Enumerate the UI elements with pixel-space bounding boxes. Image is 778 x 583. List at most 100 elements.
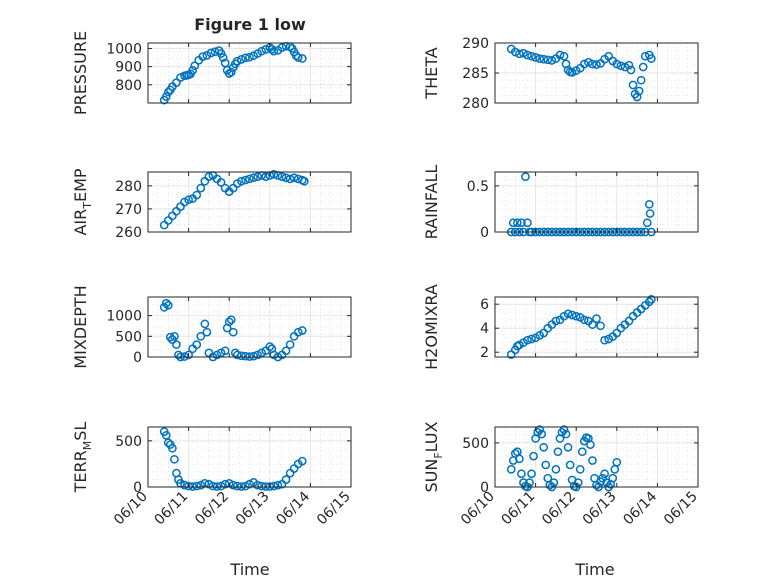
data-point: [224, 69, 234, 78]
data-point: [299, 176, 309, 186]
data-point: [527, 51, 536, 61]
x-tick-label: 06/15: [661, 489, 701, 529]
data-point: [265, 342, 275, 352]
data-point: [184, 481, 193, 491]
subplot-3: 260 270 280 AIRTEMP: [71, 168, 352, 241]
data-point: [237, 176, 246, 186]
y-tick-label: 2: [480, 345, 489, 361]
y-axis-label: MIXDEPTH: [71, 285, 90, 368]
y-tick-label: 1000: [106, 41, 142, 57]
data-point: [161, 92, 171, 101]
data-point: [249, 351, 258, 361]
data-point: [521, 172, 530, 181]
data-point: [293, 327, 303, 337]
x-tick-label: 06/15: [314, 489, 354, 529]
data-point: [529, 451, 538, 461]
data-point: [241, 481, 250, 491]
data-point: [567, 68, 577, 77]
subplot-8: 0 500 06/10 06/11 06/12 06/13 06/14 06/15 SUNFLU…: [422, 421, 701, 528]
subplot-5: 0 500 1000 MIXDEPTH: [71, 285, 352, 369]
data-point: [281, 173, 291, 183]
data-point: [253, 172, 262, 181]
data-point: [163, 87, 173, 97]
data-point: [285, 340, 295, 349]
data-point: [561, 429, 571, 439]
data-point: [261, 172, 271, 181]
data-point: [624, 60, 634, 70]
data-point: [592, 314, 601, 323]
data-point: [297, 54, 307, 63]
x-tick-label: 06/10: [458, 489, 498, 529]
data-point: [226, 315, 236, 325]
x-tick-label: 06/10: [111, 489, 151, 529]
data-point: [508, 218, 518, 228]
axes-box: [147, 171, 352, 233]
data-point: [612, 457, 622, 467]
data-point: [261, 45, 271, 54]
data-point: [204, 172, 214, 181]
data-point: [196, 331, 206, 341]
data-point: [170, 454, 179, 464]
data-point: [188, 65, 198, 75]
data-point: [551, 465, 561, 474]
subplot-2: 280 285 290 THETA: [422, 36, 699, 112]
y-axis-label: RAINFALL: [422, 165, 441, 240]
data-point: [588, 320, 597, 329]
data-point: [510, 449, 520, 458]
data-point: [579, 315, 589, 325]
x-tick-label: 06/13: [580, 489, 620, 529]
data-point: [549, 478, 559, 487]
data-point: [190, 61, 200, 71]
data-point: [586, 440, 595, 449]
data-point: [216, 178, 226, 187]
data-point: [644, 297, 654, 307]
y-tick-label: 800: [115, 78, 142, 94]
data-point: [523, 218, 532, 228]
y-tick-label: 0: [480, 480, 489, 496]
y-tick-label: 500: [115, 434, 142, 450]
data-point: [608, 473, 618, 483]
data-point: [241, 351, 250, 361]
y-tick-label: 0.5: [467, 179, 489, 195]
data-point: [573, 478, 583, 487]
data-point: [523, 50, 532, 60]
data-point: [517, 469, 526, 479]
y-tick-label: 260: [115, 225, 142, 241]
x-axis-label-left: Time: [229, 560, 269, 579]
data-point: [224, 317, 234, 327]
data-point: [523, 335, 532, 345]
data-point: [636, 75, 646, 85]
data-point: [245, 174, 254, 184]
data-point: [537, 429, 547, 439]
data-point: [277, 43, 287, 52]
data-point: [644, 199, 654, 209]
data-point: [628, 80, 638, 90]
data-point: [646, 54, 656, 63]
data-point: [547, 56, 557, 65]
data-point: [527, 334, 536, 344]
data-point: [517, 218, 526, 228]
x-tick-label: 06/13: [233, 489, 273, 529]
axes-box: [147, 296, 352, 358]
data-point: [281, 346, 291, 356]
data-point: [277, 172, 287, 181]
data-point: [600, 335, 609, 345]
data-point: [196, 480, 206, 490]
figure-title: Figure 1 low: [194, 15, 306, 34]
data-point: [565, 460, 575, 470]
data-point: [208, 481, 218, 491]
data-point: [237, 55, 246, 64]
data-point: [634, 86, 644, 96]
data-point: [198, 52, 208, 61]
data-point: [289, 173, 299, 183]
y-tick-label: 900: [115, 60, 142, 76]
data-point: [515, 49, 524, 59]
data-point: [584, 57, 593, 67]
subplot-6: 2 4 6 H2OMIXRA: [422, 284, 699, 370]
y-axis-label: AIRTEMP: [71, 168, 94, 235]
data-point: [592, 60, 601, 69]
data-point: [196, 183, 206, 193]
y-tick-label: 285: [462, 66, 489, 82]
